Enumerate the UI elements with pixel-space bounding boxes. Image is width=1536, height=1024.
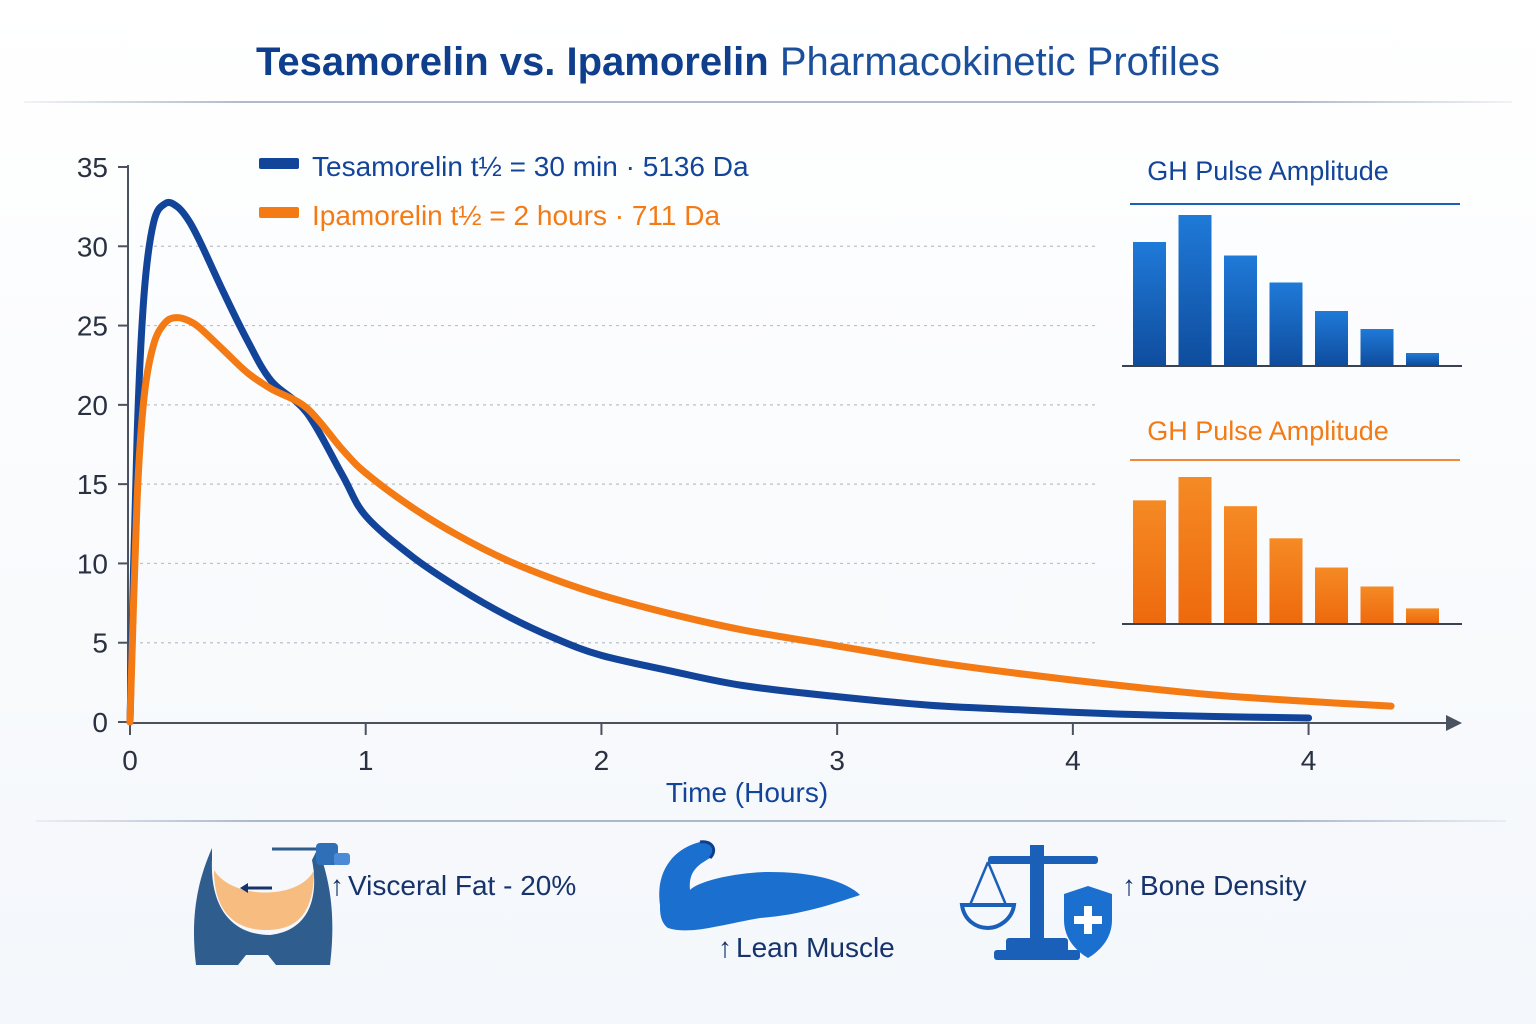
benefit-label: Bone Density (1140, 870, 1307, 901)
legend: Tesamorelin t½ = 30 min · 5136 Da Ipamor… (259, 151, 749, 231)
flexed-arm-icon (659, 840, 860, 931)
x-tick-label: 4 (1301, 745, 1317, 776)
page-title: Tesamorelin vs. Ipamorelin Pharmacokinet… (0, 40, 1476, 85)
x-tick-label: 3 (829, 745, 845, 776)
y-tick-label: 20 (77, 390, 108, 421)
bar (1315, 567, 1348, 623)
y-tick-label: 35 (77, 152, 108, 183)
footer-divider (36, 820, 1506, 822)
bar (1178, 477, 1212, 623)
grid-lines (140, 245, 1095, 644)
title-divider (24, 101, 1512, 103)
arrow-up-icon: ↑ (1122, 870, 1136, 901)
x-tick-label: 2 (594, 745, 610, 776)
bar (1315, 311, 1348, 365)
y-tick-label: 25 (77, 311, 108, 342)
arrow-up-icon: ↑ (330, 870, 344, 901)
legend-swatch-ipamorelin (259, 207, 299, 218)
x-tick-label: 4 (1065, 745, 1081, 776)
bar (1269, 282, 1303, 365)
bar (1224, 506, 1257, 623)
legend-label-ipamorelin: Ipamorelin t½ = 2 hours · 711 Da (312, 200, 720, 231)
bar (1406, 608, 1439, 623)
title-rest: Pharmacokinetic Profiles (779, 40, 1221, 84)
benefit-visceral-fat: ↑ Visceral Fat - 20% (330, 870, 576, 902)
title-bold: Tesamorelin vs. Ipamorelin (255, 40, 769, 84)
y-tick-label: 0 (92, 707, 108, 738)
abdomen-icon (193, 843, 350, 965)
bar (1224, 255, 1257, 365)
bar-panel-1-bars (1133, 215, 1439, 365)
series-line-tesamorelin (126, 198, 1313, 726)
bar (1269, 538, 1303, 623)
benefit-label: Lean Muscle (736, 932, 895, 963)
benefit-label: Visceral Fat - 20% (348, 870, 577, 901)
x-tick-label: 0 (122, 745, 138, 776)
bar (1178, 215, 1212, 365)
series-lines (126, 198, 1395, 726)
benefit-lean-muscle: ↑ Lean Muscle (718, 932, 895, 964)
y-tick-label: 30 (77, 231, 108, 262)
bar-panel-2-title: GH Pulse Amplitude (1147, 416, 1389, 446)
x-tick-label: 1 (358, 745, 374, 776)
y-tick-label: 10 (77, 548, 108, 579)
bar (1133, 500, 1166, 623)
series-line-ipamorelin (126, 314, 1395, 726)
bar (1133, 242, 1166, 365)
legend-label-tesamorelin: Tesamorelin t½ = 30 min · 5136 Da (312, 151, 749, 182)
axes: 0 5 10 15 20 25 30 35 0 1 2 3 4 4 (77, 152, 1462, 776)
bar (1360, 329, 1394, 365)
x-axis-label: Time (Hours) (666, 777, 828, 808)
arrow-up-icon: ↑ (718, 932, 732, 963)
bar-panel-1-title: GH Pulse Amplitude (1147, 156, 1389, 186)
benefit-bone-density: ↑ Bone Density (1122, 870, 1307, 902)
bar (1406, 353, 1439, 365)
bar-panel-2-bars (1133, 477, 1439, 623)
y-tick-label: 15 (77, 469, 108, 500)
bar (1360, 586, 1394, 623)
y-tick-label: 5 (92, 628, 108, 659)
legend-swatch-tesamorelin (259, 158, 299, 169)
x-axis-arrow (1446, 715, 1462, 731)
scale-shield-icon (959, 845, 1112, 960)
